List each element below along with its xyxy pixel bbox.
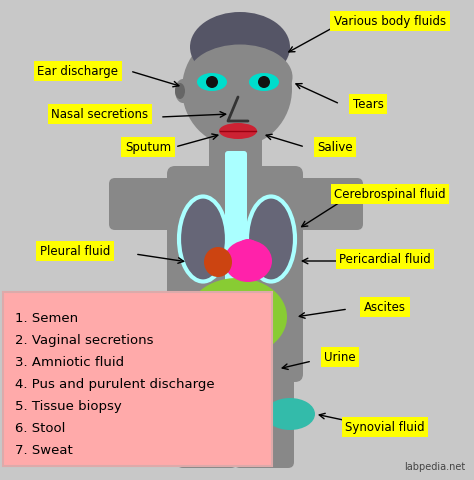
Ellipse shape	[265, 398, 315, 430]
Text: 4. Pus and purulent discharge: 4. Pus and purulent discharge	[15, 377, 215, 390]
Text: 3. Amniotic fluid: 3. Amniotic fluid	[15, 355, 124, 368]
Ellipse shape	[175, 80, 191, 104]
Text: Nasal secretions: Nasal secretions	[52, 108, 148, 121]
Ellipse shape	[249, 74, 279, 92]
Text: Salive: Salive	[317, 141, 353, 154]
Ellipse shape	[204, 248, 232, 277]
Text: 6. Stool: 6. Stool	[15, 421, 65, 434]
Ellipse shape	[182, 33, 292, 147]
Ellipse shape	[179, 197, 227, 282]
Ellipse shape	[224, 240, 272, 282]
FancyBboxPatch shape	[177, 351, 237, 468]
FancyBboxPatch shape	[167, 167, 303, 382]
Text: Ascites: Ascites	[364, 301, 406, 314]
Ellipse shape	[175, 84, 185, 100]
FancyBboxPatch shape	[225, 152, 247, 367]
FancyBboxPatch shape	[109, 179, 186, 230]
Ellipse shape	[188, 46, 292, 110]
Ellipse shape	[187, 278, 287, 356]
Text: Pleural fluid: Pleural fluid	[40, 245, 110, 258]
FancyBboxPatch shape	[209, 136, 262, 184]
Ellipse shape	[258, 77, 270, 89]
Ellipse shape	[216, 339, 258, 389]
Text: Urine: Urine	[324, 351, 356, 364]
Text: 5. Tissue biopsy: 5. Tissue biopsy	[15, 399, 122, 412]
Ellipse shape	[238, 240, 258, 255]
Ellipse shape	[190, 13, 290, 83]
Text: 1. Semen: 1. Semen	[15, 312, 78, 324]
Text: Cerebrospinal fluid: Cerebrospinal fluid	[334, 188, 446, 201]
FancyBboxPatch shape	[286, 179, 363, 230]
Ellipse shape	[247, 197, 295, 282]
Text: 7. Sweat: 7. Sweat	[15, 443, 73, 456]
Text: Tears: Tears	[353, 98, 383, 111]
Ellipse shape	[197, 74, 227, 92]
Text: Ear discharge: Ear discharge	[37, 65, 118, 78]
Ellipse shape	[206, 77, 218, 89]
FancyBboxPatch shape	[234, 351, 294, 468]
Ellipse shape	[219, 124, 257, 140]
Text: Various body fluids: Various body fluids	[334, 15, 446, 28]
Text: Synovial fluid: Synovial fluid	[345, 420, 425, 433]
Text: Pericardial fluid: Pericardial fluid	[339, 253, 431, 266]
Text: labpedia.net: labpedia.net	[404, 461, 465, 471]
FancyBboxPatch shape	[3, 292, 272, 466]
Text: 2. Vaginal secretions: 2. Vaginal secretions	[15, 333, 154, 346]
Text: Sputum: Sputum	[125, 141, 171, 154]
